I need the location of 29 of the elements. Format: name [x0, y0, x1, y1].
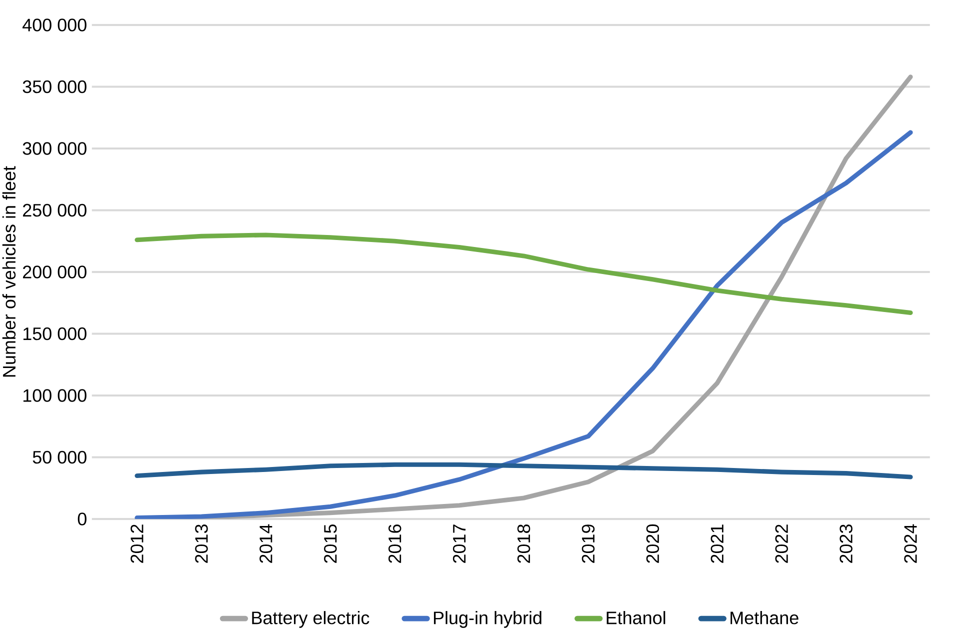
legend-label: Battery electric — [252, 611, 370, 628]
x-tick-label: 2017 — [452, 524, 466, 563]
line-series — [134, 462, 913, 480]
y-axis-title: Number of vehicles in fleet — [2, 166, 16, 377]
y-tick-label: 400 000 — [22, 18, 86, 32]
y-tick-label: 300 000 — [22, 142, 86, 155]
x-tick-label: 2023 — [840, 524, 852, 563]
x-tick-label: 2018 — [517, 524, 530, 563]
x-tick-label: 2016 — [388, 524, 402, 563]
legend-label: Methane — [730, 611, 798, 624]
y-tick-label: 150 000 — [23, 327, 86, 340]
y-tick-label: 50 000 — [32, 450, 86, 464]
line-series — [134, 232, 913, 316]
x-tick-label: 2020 — [646, 524, 660, 563]
x-tick-label: 2021 — [710, 524, 724, 563]
legend-label: Plug-in hybrid — [434, 611, 542, 628]
x-tick-label: 2019 — [582, 524, 595, 563]
y-tick-label: 350 000 — [22, 80, 86, 94]
y-tick-label: 0 — [78, 512, 86, 526]
y-tick-label: 250 000 — [23, 204, 86, 217]
x-tick-label: 2022 — [775, 524, 788, 563]
y-tick-label: 100 000 — [23, 389, 86, 402]
x-tick-label: 2024 — [904, 524, 917, 563]
y-tick-label: 200 000 — [23, 266, 86, 278]
x-tick-label: 2013 — [195, 524, 208, 563]
x-tick-label: 2012 — [130, 524, 144, 563]
legend-label: Ethanol — [606, 611, 666, 624]
x-tick-label: 2015 — [324, 524, 337, 563]
x-tick-label: 2014 — [260, 524, 272, 563]
